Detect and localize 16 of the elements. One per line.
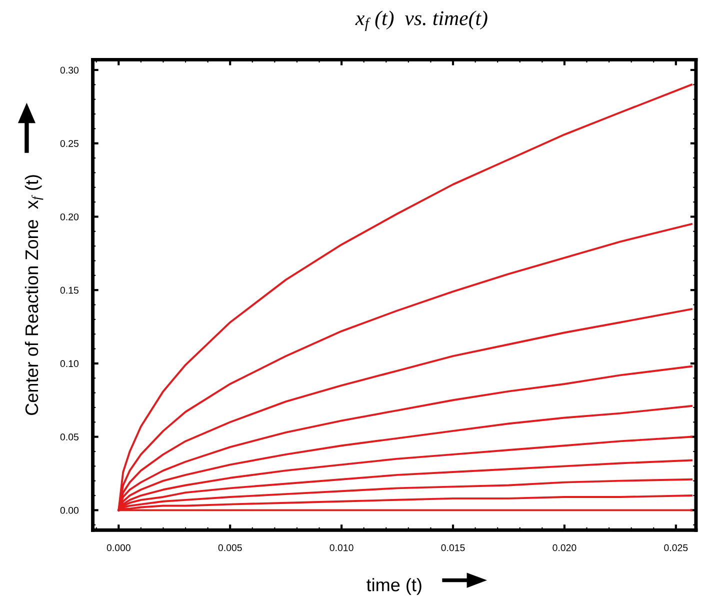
x-tick-label: 0.010 — [330, 544, 354, 552]
x-tick-label: 0.005 — [218, 544, 242, 552]
x-tick-label: 0.025 — [664, 544, 688, 552]
y-tick-label: 0.15 — [60, 286, 78, 294]
y-tick-label: 0.25 — [60, 140, 78, 147]
chart-title: x$_{f}$ (t) vs. time(t) — [355, 10, 488, 32]
y-tick-label: 0.00 — [60, 506, 79, 514]
y-tick-label: 0.30 — [60, 66, 79, 74]
x-tick-label: 0.015 — [441, 544, 465, 552]
y-tick-label: 0.10 — [60, 360, 79, 368]
x-tick-label: 0.000 — [106, 544, 130, 552]
x-tick-label: 0.020 — [552, 544, 576, 552]
x-axis-title: time (t) — [366, 578, 422, 595]
y-tick-label: 0.20 — [60, 213, 79, 220]
y-axis-title: Center of Reaction Zone x$_{f}$ (t) — [24, 175, 44, 415]
y-tick-label: 0.05 — [60, 434, 78, 440]
